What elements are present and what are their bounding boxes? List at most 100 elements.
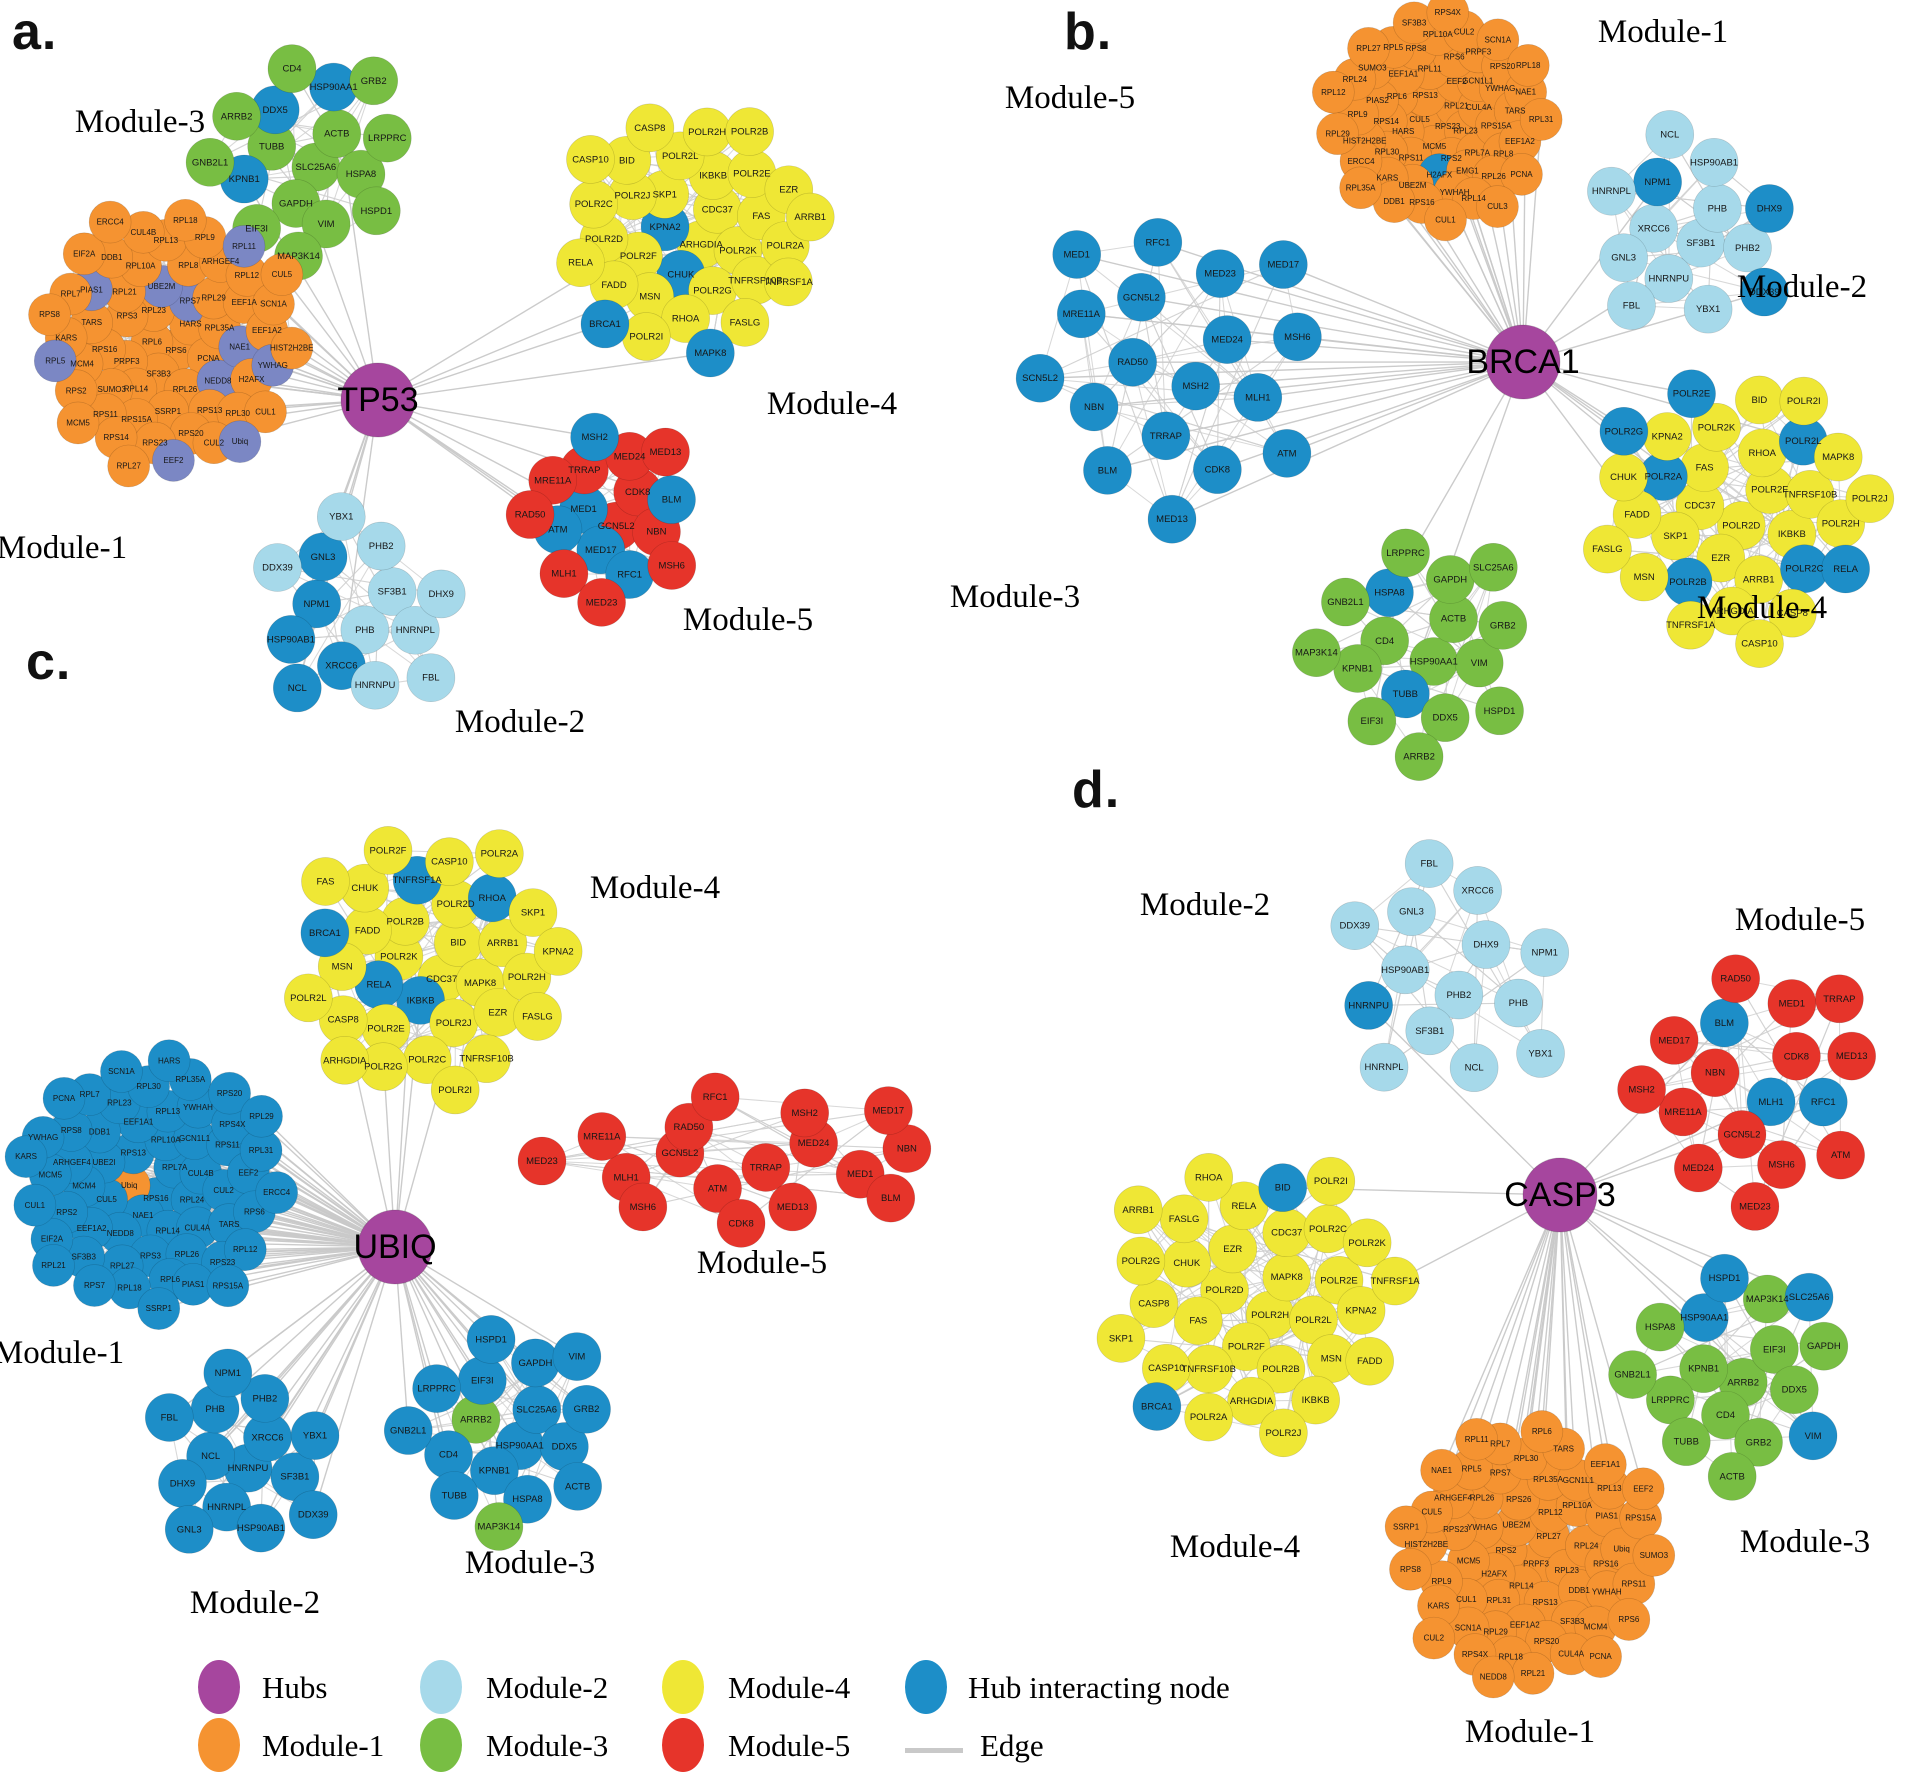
node-BRCA1[interactable] [300, 908, 350, 958]
node-PHB[interactable] [1494, 978, 1543, 1028]
node-NCL[interactable] [1645, 110, 1695, 159]
node-RPL31[interactable] [1519, 98, 1563, 141]
node-RPL27[interactable] [107, 444, 150, 488]
node-MSN[interactable] [1619, 552, 1669, 602]
node-CD4[interactable] [1701, 1390, 1750, 1440]
node-RFC1[interactable] [1798, 1077, 1848, 1127]
node-VIM[interactable] [301, 199, 351, 249]
node-MRE11A[interactable] [1658, 1087, 1708, 1137]
node-RAD50[interactable] [1108, 337, 1157, 387]
node-BID[interactable] [1258, 1163, 1307, 1212]
node-MLH1[interactable] [539, 549, 589, 598]
node-PHB[interactable] [340, 605, 390, 655]
node-RPS20[interactable] [208, 1071, 251, 1115]
node-MSH2[interactable] [780, 1088, 830, 1138]
node-CUL1[interactable] [1424, 198, 1467, 242]
node-HSP90AB1[interactable] [1689, 138, 1739, 187]
node-ARRB1[interactable] [1734, 555, 1784, 604]
node-YBX1[interactable] [1683, 284, 1733, 334]
node-SUMO3[interactable] [1632, 1534, 1676, 1577]
node-POLR2A[interactable] [475, 829, 524, 878]
node-CUL3[interactable] [1476, 185, 1519, 228]
hub-node-UBIQ[interactable] [357, 1209, 433, 1285]
node-MSH2[interactable] [1617, 1065, 1666, 1114]
node-CUL5[interactable] [260, 253, 304, 296]
node-POLR2E[interactable] [1667, 369, 1716, 419]
node-GNL3[interactable] [1387, 887, 1436, 936]
node-XRCC6[interactable] [1453, 866, 1502, 915]
node-RFC1[interactable] [690, 1072, 740, 1122]
node-MSH6[interactable] [647, 541, 697, 590]
node-DDX39[interactable] [1739, 267, 1789, 317]
node-BLM[interactable] [647, 475, 696, 524]
node-RPL11[interactable] [222, 225, 266, 268]
hub-node-TP53[interactable] [340, 362, 416, 438]
node-FADD[interactable] [1345, 1336, 1394, 1386]
node-MED24[interactable] [1674, 1143, 1723, 1193]
node-NPM1[interactable] [203, 1348, 253, 1398]
node-GNB2L1[interactable] [1608, 1350, 1657, 1399]
node-GNB2L1[interactable] [1321, 577, 1370, 627]
node-ARRB1[interactable] [785, 192, 835, 242]
node-SF3B1[interactable] [367, 567, 417, 616]
node-CUL2[interactable] [1412, 1616, 1456, 1660]
node-HSP90AB1[interactable] [1380, 945, 1430, 995]
node-MSH6[interactable] [1757, 1140, 1806, 1189]
node-PHB2[interactable] [240, 1374, 290, 1423]
node-ATM[interactable] [693, 1164, 742, 1213]
node-CD4[interactable] [267, 44, 317, 93]
node-YBX1[interactable] [1516, 1029, 1565, 1078]
node-POLR2I[interactable] [1306, 1156, 1356, 1206]
node-FBL[interactable] [406, 653, 456, 703]
node-IKBKB[interactable] [1291, 1375, 1340, 1425]
node-FBL[interactable] [1404, 839, 1454, 888]
node-RELA[interactable] [1821, 544, 1870, 594]
node-ARRB1[interactable] [1113, 1185, 1163, 1235]
node-HNRNPU[interactable] [1344, 981, 1393, 1030]
node-TNFRSF1A[interactable] [1666, 600, 1715, 650]
node-BRCA1[interactable] [1132, 1382, 1182, 1431]
node-RFC1[interactable] [1133, 218, 1183, 267]
node-EEF2[interactable] [1621, 1467, 1665, 1511]
node-NCL[interactable] [272, 663, 322, 713]
node-CASP8[interactable] [625, 103, 675, 153]
node-MED13[interactable] [1147, 494, 1197, 544]
node-DDX39[interactable] [288, 1490, 338, 1540]
node-RPL35A[interactable] [1339, 166, 1382, 210]
node-RPS4X[interactable] [1426, 0, 1470, 34]
node-FBL[interactable] [1607, 281, 1656, 330]
node-POLR2A[interactable] [1184, 1392, 1233, 1442]
node-PHB2[interactable] [356, 521, 406, 571]
node-HSPD1[interactable] [1475, 686, 1524, 736]
node-MSH2[interactable] [1171, 361, 1221, 411]
node-CASP8[interactable] [1768, 588, 1817, 638]
node-MRE11A[interactable] [577, 1112, 627, 1161]
node-DDX5[interactable] [1770, 1365, 1819, 1415]
node-POLR2G[interactable] [1599, 406, 1649, 456]
node-FAS[interactable] [1174, 1296, 1223, 1346]
node-FAS[interactable] [301, 857, 350, 906]
node-DHX9[interactable] [1745, 184, 1794, 233]
node-MSH6[interactable] [618, 1182, 668, 1232]
node-GCN5L2[interactable] [1117, 272, 1166, 322]
node-GRB2[interactable] [562, 1384, 611, 1434]
node-Ubiq[interactable] [218, 420, 262, 463]
node-RPS7[interactable] [73, 1264, 116, 1307]
node-RPL18[interactable] [1506, 44, 1550, 87]
node-EIF3I[interactable] [1347, 696, 1397, 746]
node-NCL[interactable] [1449, 1043, 1499, 1092]
node-HSP90AB1[interactable] [266, 615, 316, 664]
hub-node-BRCA1[interactable] [1485, 324, 1561, 400]
node-LRPPRC[interactable] [412, 1364, 461, 1413]
node-GRB2[interactable] [349, 56, 399, 106]
node-CDK8[interactable] [1193, 445, 1242, 494]
node-TNFRSF1A[interactable] [1370, 1256, 1420, 1306]
node-HNRNPL[interactable] [391, 605, 440, 655]
node-DDX5[interactable] [1420, 693, 1470, 742]
node-HNRNPU[interactable] [350, 660, 400, 710]
node-HSPD1[interactable] [466, 1315, 516, 1364]
node-TNFRSF10B[interactable] [462, 1034, 511, 1083]
node-KPNB1[interactable] [470, 1446, 519, 1495]
node-HNRNPL[interactable] [1359, 1042, 1409, 1092]
node-ACTB[interactable] [553, 1462, 602, 1511]
